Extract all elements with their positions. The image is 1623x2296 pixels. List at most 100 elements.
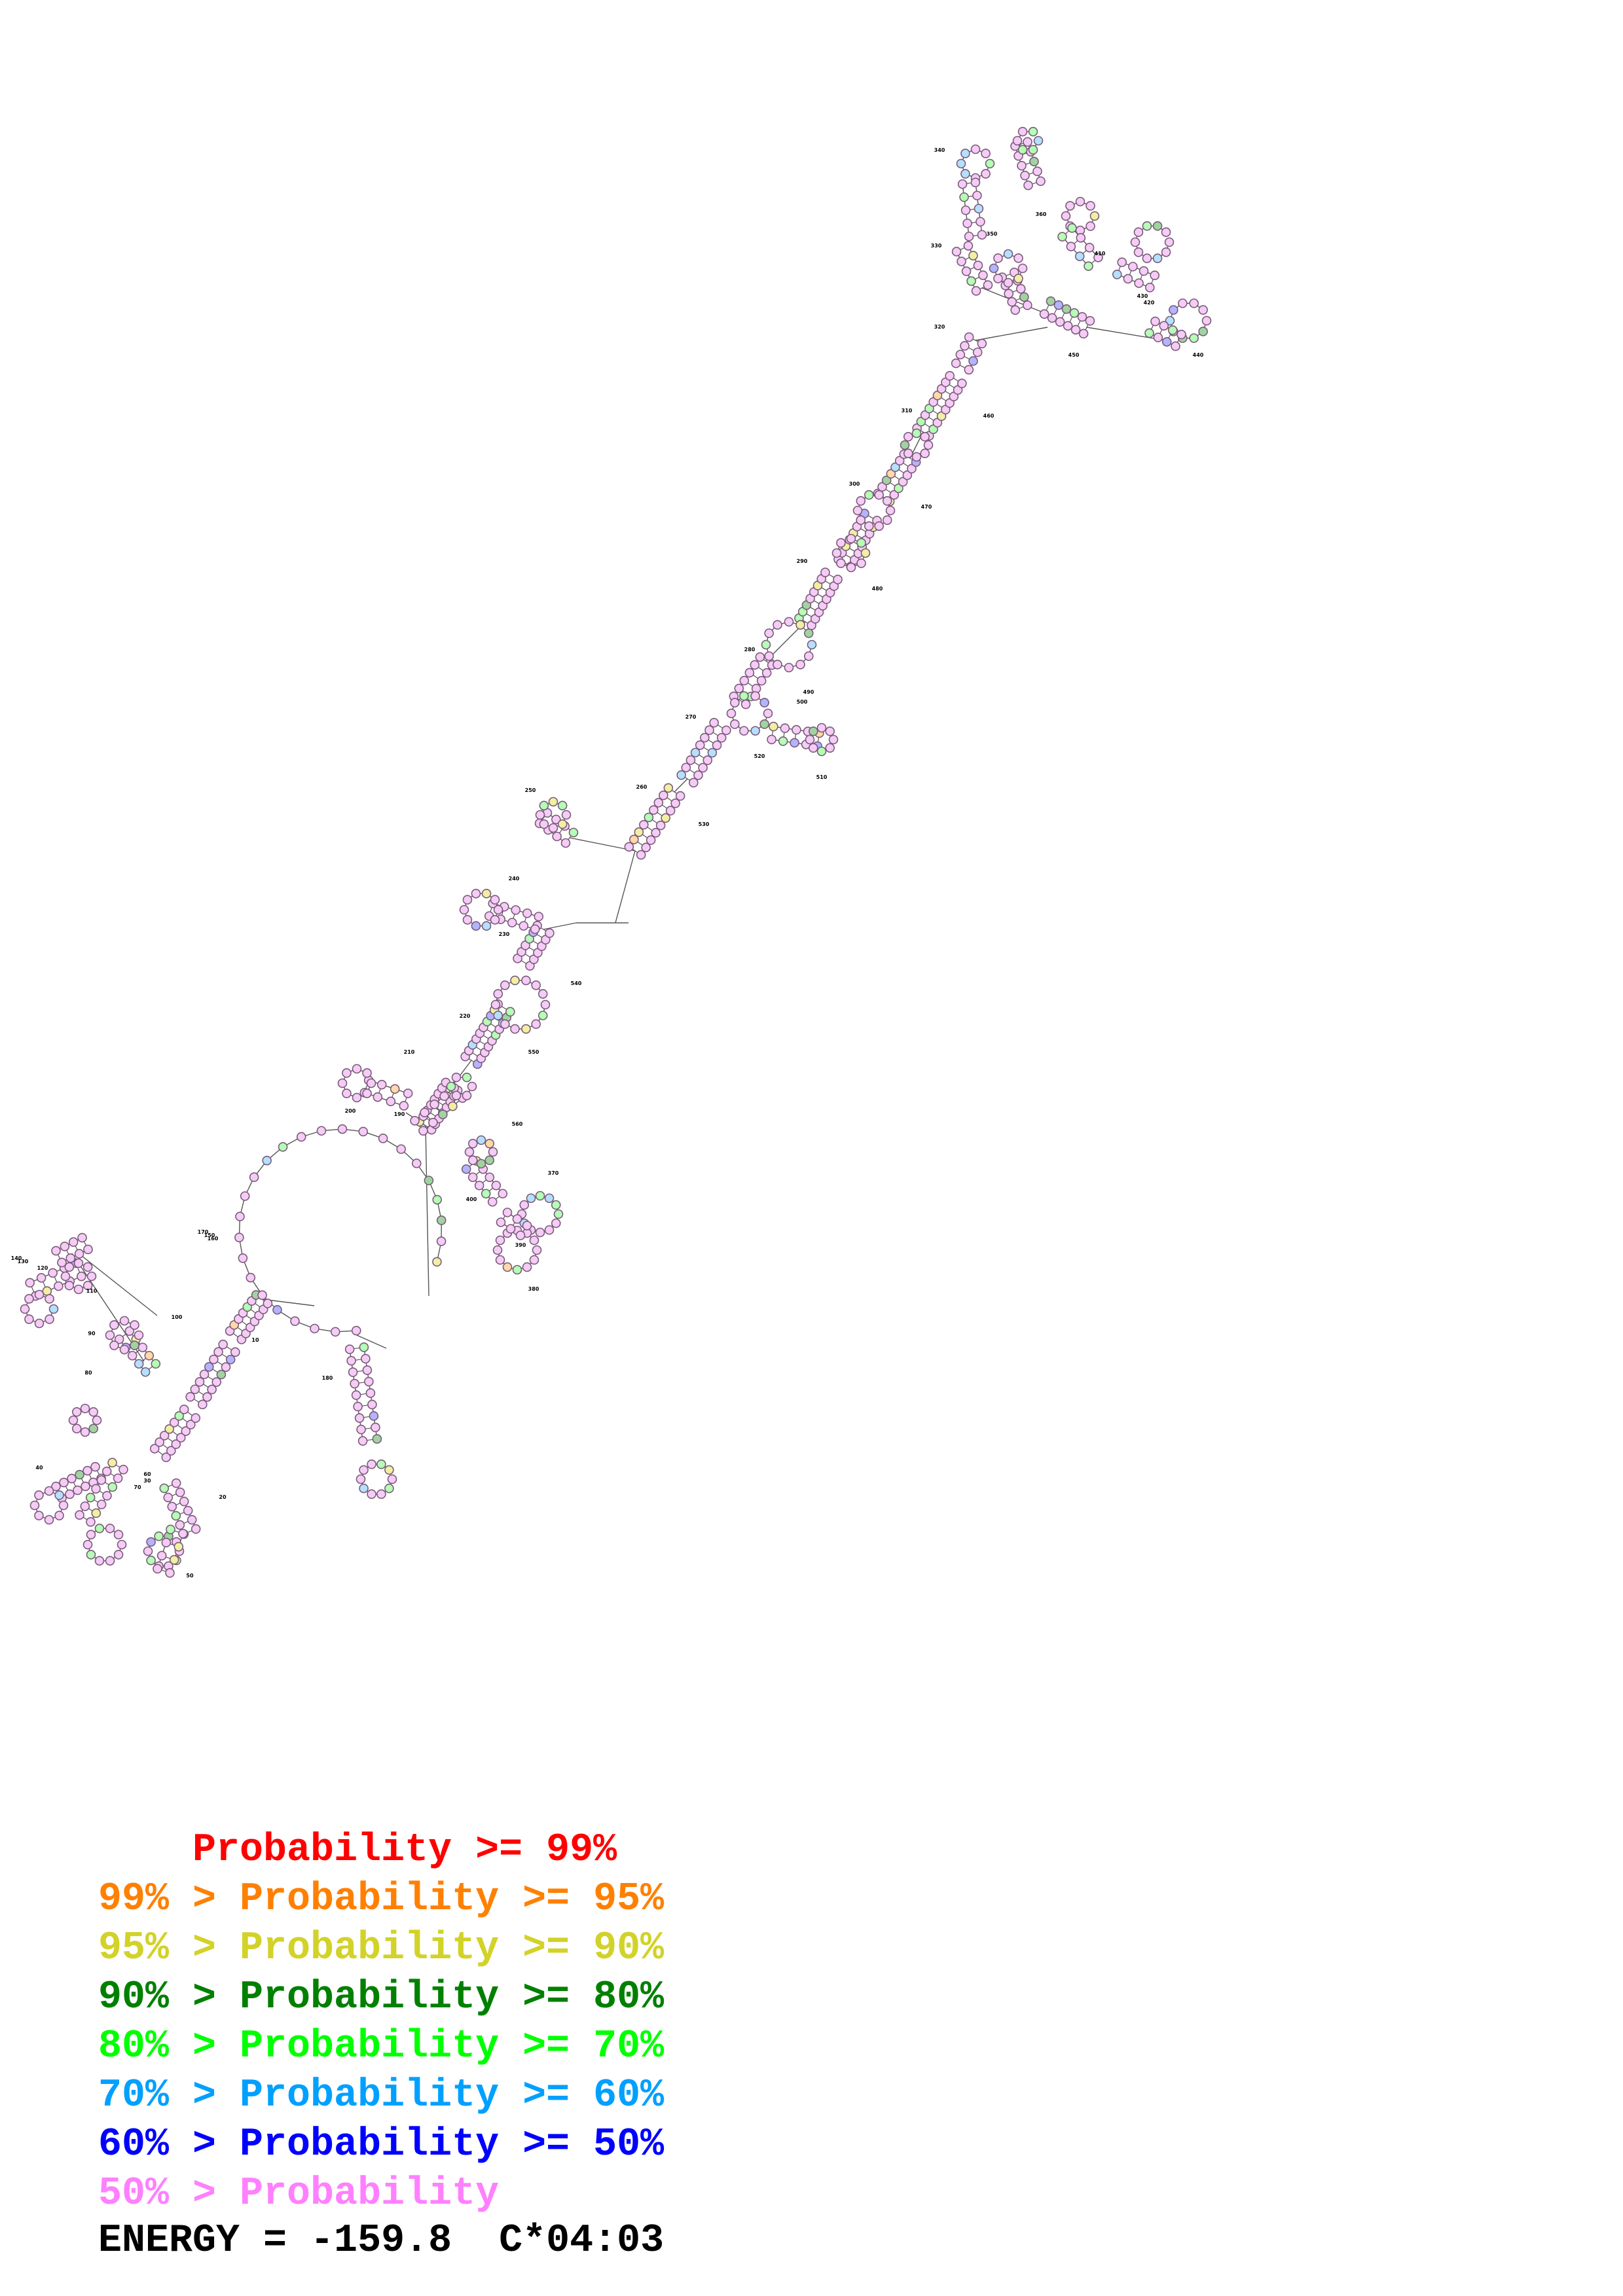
- position-label: 510: [816, 774, 828, 780]
- position-label: 480: [872, 586, 883, 592]
- nucleotide: [86, 1271, 97, 1282]
- nucleotide: [174, 1411, 185, 1421]
- position-label: 560: [512, 1121, 523, 1127]
- nucleotide: [882, 515, 892, 525]
- nucleotide: [175, 1520, 185, 1530]
- nucleotide: [348, 1367, 358, 1377]
- nucleotide: [171, 1439, 181, 1449]
- nucleotide: [993, 274, 1003, 283]
- nucleotide: [846, 562, 856, 573]
- nucleotide: [1007, 296, 1017, 307]
- position-label: 380: [528, 1286, 539, 1292]
- nucleotide: [804, 628, 814, 638]
- position-label: 520: [754, 753, 765, 759]
- nucleotide: [213, 1347, 223, 1357]
- nucleotide: [898, 476, 908, 487]
- nucleotide: [71, 1407, 82, 1417]
- position-label: 100: [172, 1314, 183, 1320]
- position-label: 430: [1137, 293, 1148, 299]
- nucleotide: [539, 819, 549, 829]
- position-label: 370: [548, 1170, 559, 1176]
- nucleotide: [739, 675, 750, 686]
- nucleotide: [551, 814, 561, 825]
- nucleotide: [73, 1284, 84, 1295]
- nucleotide: [769, 721, 778, 732]
- nucleotide: [856, 515, 866, 525]
- nucleotide: [492, 1245, 503, 1255]
- nucleotide: [169, 1418, 179, 1427]
- nucleotide: [1164, 237, 1175, 247]
- legend-text: 70% > Probability >= 60%: [98, 2073, 665, 2118]
- nucleotide: [973, 260, 983, 270]
- nucleotide: [856, 538, 866, 548]
- nucleotide: [44, 1486, 54, 1496]
- nucleotide: [1189, 298, 1199, 308]
- nucleotide: [484, 1155, 495, 1166]
- nucleotide: [90, 1462, 100, 1472]
- nucleotide: [1039, 309, 1049, 319]
- nucleotide: [532, 1245, 542, 1255]
- nucleotide: [730, 719, 740, 729]
- nucleotide: [519, 1200, 530, 1210]
- nucleotide: [784, 617, 794, 627]
- nucleotide: [795, 660, 805, 670]
- nucleotide: [977, 338, 987, 349]
- position-label: 150: [204, 1232, 215, 1238]
- nucleotide: [146, 1555, 156, 1566]
- nucleotide: [681, 762, 691, 773]
- nucleotide: [959, 192, 969, 202]
- nucleotide: [73, 1485, 82, 1496]
- nucleotide: [763, 708, 773, 719]
- nucleotide: [94, 1523, 105, 1534]
- nucleotide: [521, 975, 531, 986]
- nucleotide: [1085, 201, 1095, 211]
- nucleotide: [24, 1294, 34, 1304]
- nucleotide: [234, 1232, 244, 1243]
- nucleotide: [1070, 325, 1081, 335]
- nucleotide: [36, 1273, 46, 1283]
- nucleotide: [362, 1365, 373, 1375]
- nucleotide: [560, 838, 571, 848]
- nucleotide: [80, 1501, 90, 1511]
- nucleotide: [1061, 211, 1071, 221]
- nucleotide: [403, 1088, 413, 1098]
- nucleotide: [42, 1286, 52, 1296]
- nucleotide: [966, 276, 976, 286]
- nucleotide: [510, 975, 520, 986]
- nucleotide: [476, 1135, 486, 1145]
- nucleotide: [522, 908, 532, 918]
- nucleotide: [534, 912, 544, 922]
- nucleotide: [721, 725, 731, 736]
- nucleotide: [24, 1314, 34, 1324]
- nucleotide: [529, 1255, 539, 1265]
- nucleotide: [712, 740, 722, 750]
- nucleotide: [361, 1354, 371, 1364]
- nucleotide: [181, 1426, 191, 1436]
- nucleotide: [218, 1339, 228, 1350]
- position-label: 410: [1095, 251, 1106, 257]
- nucleotide: [833, 575, 843, 584]
- nucleotide: [792, 725, 801, 735]
- nucleotide: [418, 1126, 428, 1136]
- nucleotide: [805, 734, 815, 745]
- nucleotide: [202, 1392, 212, 1402]
- nucleotide: [359, 1465, 369, 1475]
- nucleotide: [48, 1268, 58, 1278]
- position-label: 400: [466, 1196, 477, 1202]
- nucleotide: [352, 1092, 362, 1103]
- nucleotide: [359, 1483, 369, 1494]
- nucleotide: [77, 1232, 87, 1243]
- nucleotide: [424, 1175, 434, 1185]
- nucleotide: [702, 755, 713, 765]
- nucleotide: [548, 823, 558, 833]
- nucleotide: [1171, 341, 1180, 351]
- nucleotide: [25, 1278, 35, 1288]
- nucleotide: [761, 639, 771, 650]
- nucleotide: [190, 1384, 200, 1395]
- nucleotide: [82, 1280, 93, 1291]
- legend-row: Probability >= 99%: [98, 1826, 664, 1875]
- position-label: 450: [1068, 352, 1080, 358]
- nucleotide: [225, 1354, 236, 1365]
- nucleotide: [962, 218, 972, 228]
- nucleotide: [634, 827, 644, 837]
